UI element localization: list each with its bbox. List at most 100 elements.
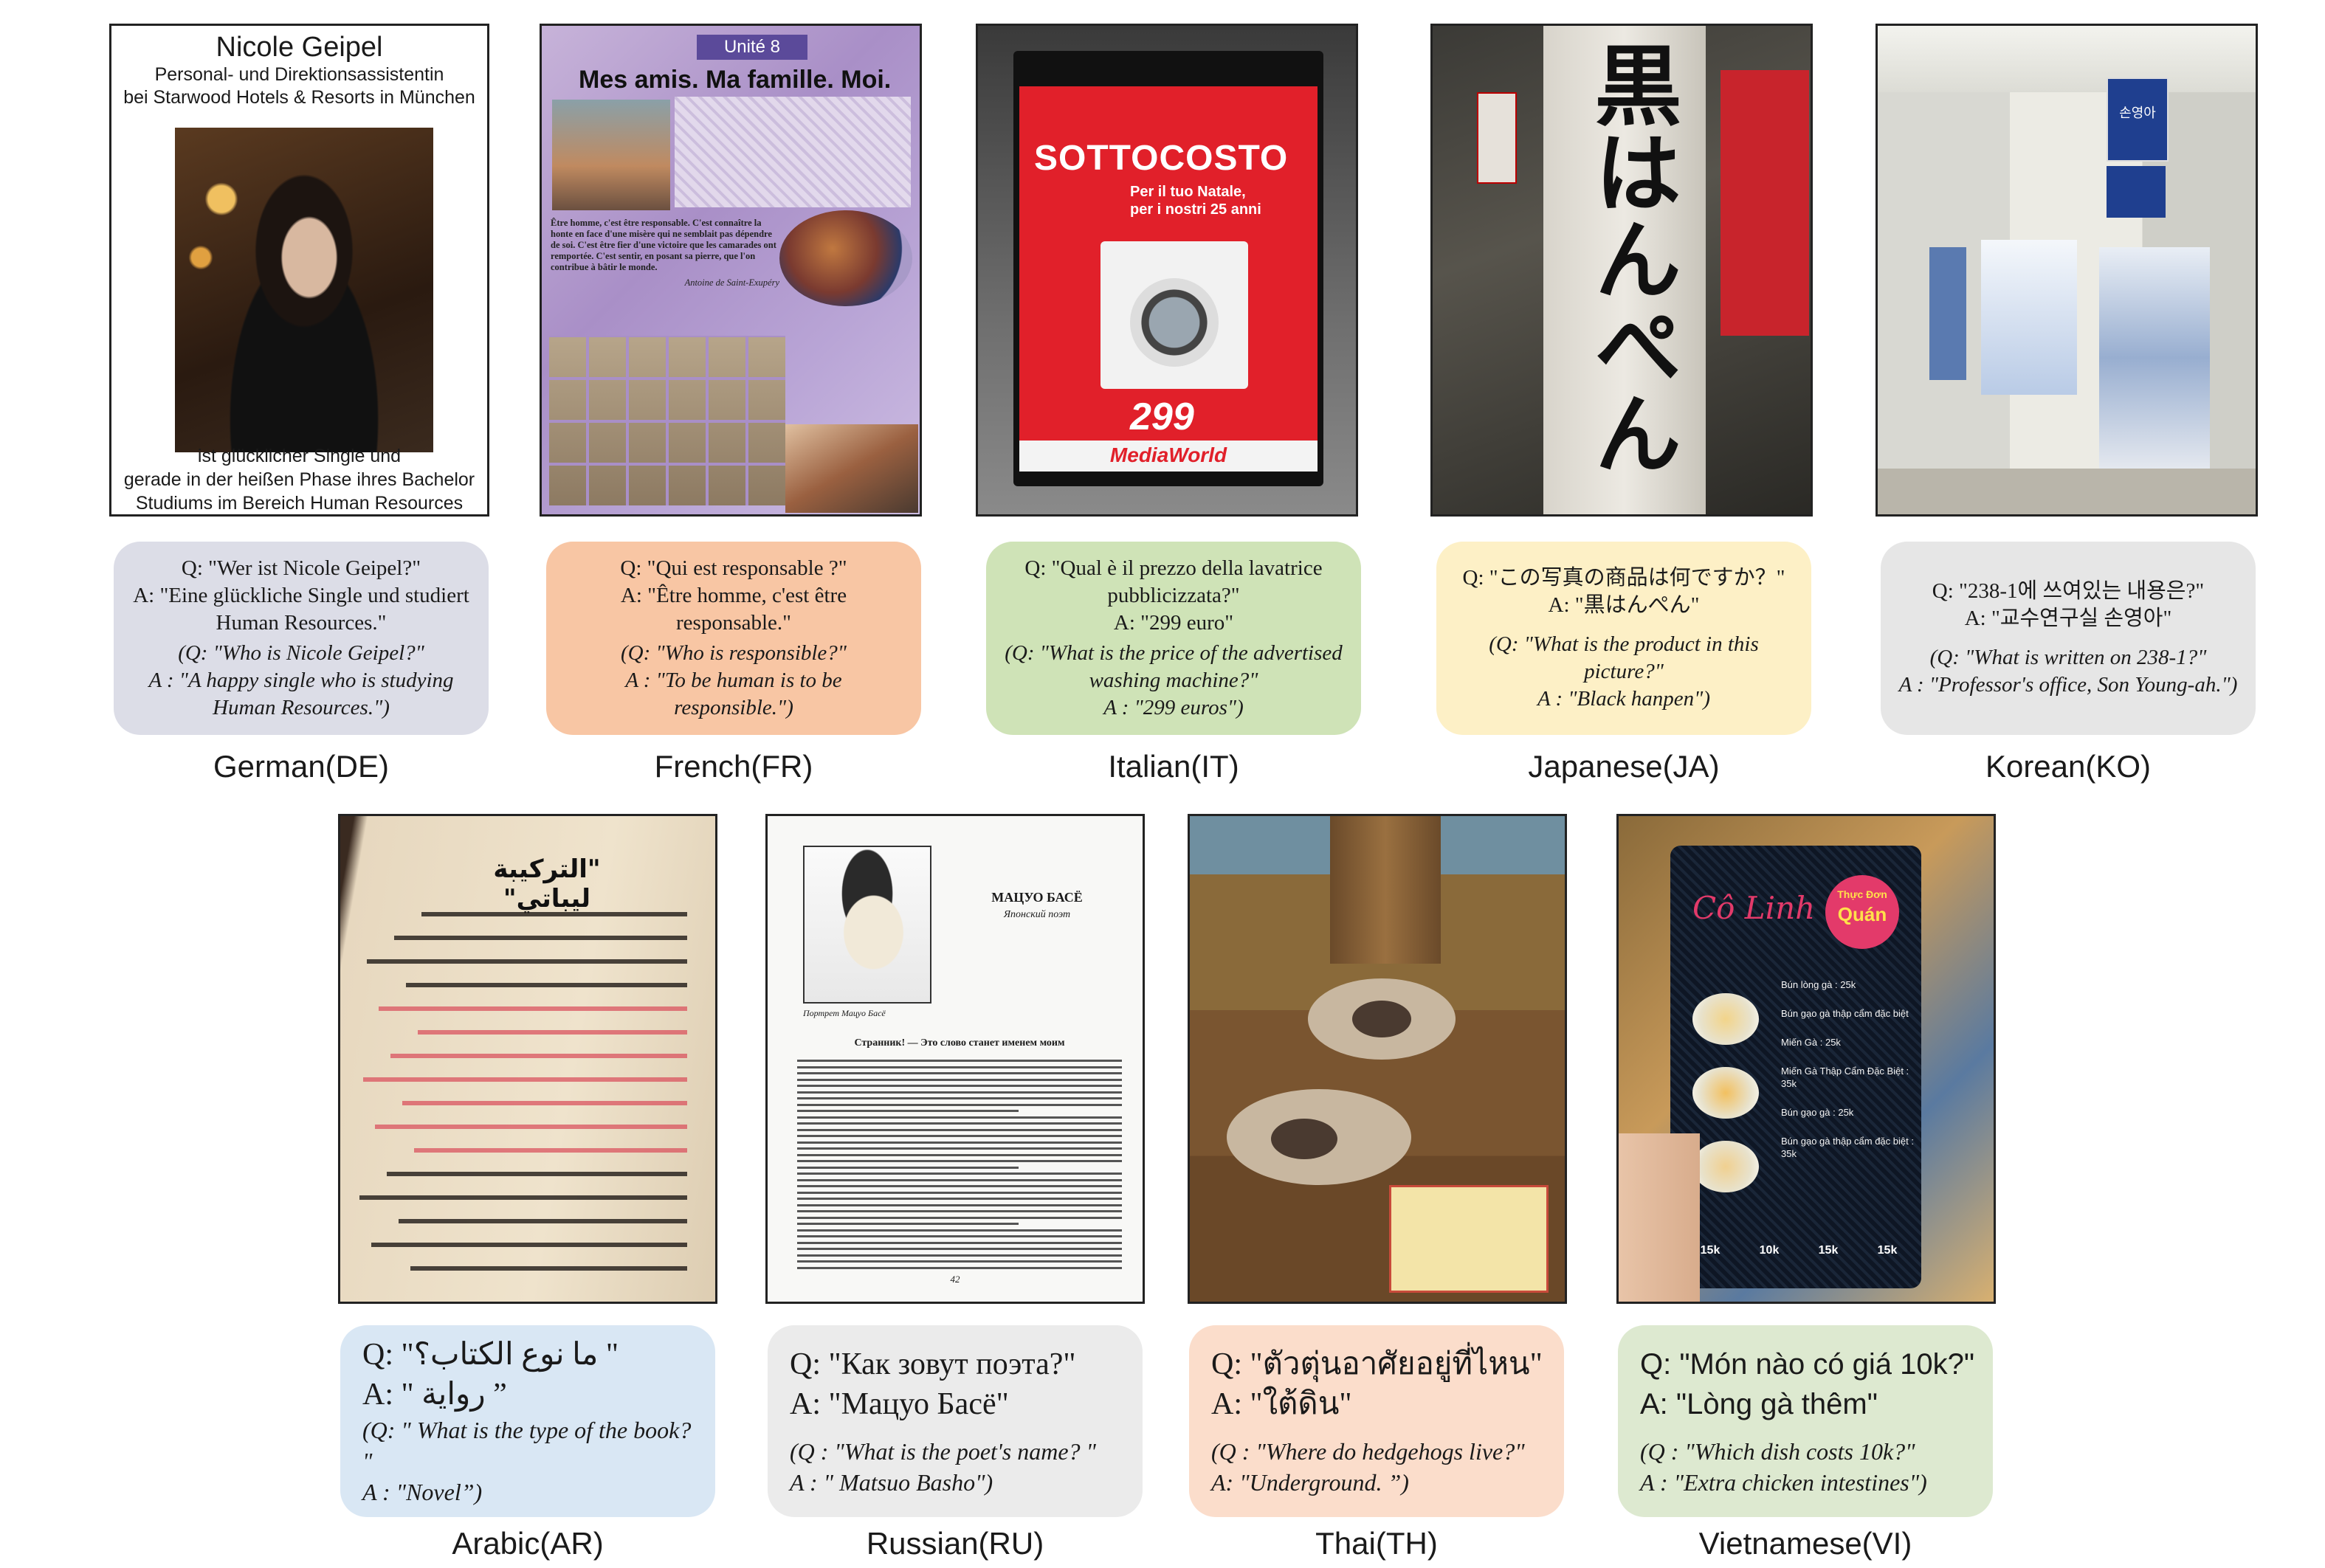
menu-extra-price: 10k [1759, 1244, 1780, 1257]
japanese-banner: 黒はんぺん [1543, 26, 1706, 514]
italian-price: 299 [1130, 396, 1194, 438]
question-ru: Q: "Как зовут поэта?" [790, 1347, 1076, 1381]
text-line [797, 1235, 1122, 1237]
translated-answer-ar: A : "Novel”) [362, 1479, 483, 1505]
text-line [367, 959, 687, 964]
french-image: Unité 8 Mes amis. Ma famille. Moi. Être … [540, 24, 922, 517]
text-line [399, 1219, 687, 1223]
korean-sign: 손영아 [2107, 77, 2169, 162]
text-line [797, 1223, 1019, 1225]
translated-answer-ja: A : "Black hanpen") [1537, 686, 1710, 711]
russian-caption: Портрет Мацуо Басё [803, 1008, 886, 1018]
italian-sub-1: Per il tuo Natale, [1130, 184, 1246, 200]
german-image-name: Nicole Geipel [216, 32, 383, 63]
french-quote-text: Être homme, c'est être responsable. C'es… [551, 218, 776, 272]
language-label-vi: Vietnamese(VI) [1698, 1526, 1912, 1561]
japanese-red-sign [1720, 70, 1809, 336]
answer-ru: A: "Мацуо Басё" [790, 1387, 1009, 1421]
language-label-de: German(DE) [213, 749, 390, 784]
text-line [379, 1006, 687, 1011]
translated-answer-fr: A : "To be human is to be responsible.") [625, 669, 842, 719]
german-image-role-2: bei Starwood Hotels & Resorts in München [123, 87, 475, 108]
text-line [797, 1241, 1122, 1244]
translated-question-fr: (Q: "Who is responsible?" [620, 641, 847, 665]
vietnamese-image: Cô Linh Thực Đơn Quán Bún lòng gà : 25k B… [1616, 814, 1996, 1304]
language-label-ru: Russian(RU) [866, 1526, 1044, 1561]
qa-box-ru: Q: "Как зовут поэта?" A: "Мацуо Басё" (Q… [768, 1325, 1143, 1517]
russian-section: Странник! — Это слово станет именем моим [854, 1037, 1065, 1049]
russian-subtitle: Японский поэт [1003, 909, 1071, 920]
qa-box-ja: Q: "この写真の商品は何ですか？" A: "黒はんぺん" (Q: "What … [1436, 542, 1811, 735]
menu-item: Bún gạo gà thập cẩm đặc biệt [1781, 1008, 1909, 1019]
qa-box-it: Q: "Qual è il prezzo della lavatrice pub… [986, 542, 1361, 735]
italian-screen: SOTTOCOSTO Per il tuo Natale, per i nost… [1013, 51, 1323, 486]
text-line [797, 1135, 1122, 1137]
korean-floor [1878, 469, 2256, 514]
menu-item: Bún gạo gà : 25k [1781, 1107, 1854, 1118]
qa-box-vi: Q: "Món nào có giá 10k?" A: "Lòng gà thê… [1618, 1325, 1993, 1517]
text-line [797, 1254, 1122, 1257]
translated-answer-de: A : "A happy single who is studying Huma… [148, 669, 454, 719]
arabic-image: "التركيبة ليباتي" [338, 814, 717, 1304]
text-line [797, 1229, 1122, 1232]
translated-answer-it: A : "299 euros") [1103, 696, 1244, 719]
text-line [390, 1054, 687, 1058]
french-photo-family-2 [785, 424, 918, 513]
menu-item: Bún lòng gà : 25k [1781, 979, 1856, 990]
text-line [797, 1198, 1122, 1200]
language-label-it: Italian(IT) [1108, 749, 1239, 784]
italian-washing-machine [1100, 241, 1248, 389]
vietnamese-hand [1619, 1133, 1700, 1302]
thai-info-box [1389, 1185, 1549, 1293]
text-line [797, 1153, 1122, 1156]
korean-small-sign [2107, 166, 2166, 218]
qa-box-ar: Q: "ما نوع الكتاب؟ " A: " رواية ” (Q: " … [340, 1325, 715, 1517]
translated-question-ru: (Q : "What is the poet's name? " [790, 1438, 1096, 1465]
translated-question-ar: (Q: " What is the type of the book? " [362, 1417, 692, 1474]
french-photo-grid [549, 336, 785, 505]
answer-fr: A: "Être homme, c'est être responsable." [620, 584, 847, 635]
japanese-image: 黒はんぺん [1430, 24, 1813, 517]
russian-portrait [803, 846, 931, 1004]
menu-item: Miến Gà : 25k [1781, 1037, 1841, 1048]
vietnamese-menu-extras: 15k 10k 15k 15k [1681, 1244, 1917, 1257]
vietnamese-menu-tag: Thực Đơn Quán [1825, 875, 1899, 949]
french-unit-label: Unité 8 [697, 35, 807, 60]
vietnamese-shop-name: Cô Linh [1692, 890, 1816, 926]
language-label-th: Thai(TH) [1315, 1526, 1438, 1561]
thai-mole-1 [1352, 1001, 1411, 1037]
question-vi: Q: "Món nào có giá 10k?" [1640, 1348, 1975, 1381]
korean-ceiling [1878, 26, 2256, 92]
italian-washer-door [1130, 278, 1219, 367]
text-line [797, 1216, 1122, 1219]
japanese-side-sign [1477, 92, 1517, 184]
qa-box-de: Q: "Wer ist Nicole Geipel?" A: "Eine glü… [114, 542, 489, 735]
french-photo-family [552, 100, 670, 210]
language-label-ko: Korean(KO) [1985, 749, 2152, 784]
text-line [418, 1030, 687, 1035]
vietnamese-menu-items: Bún lòng gà : 25k Bún gạo gà thập cẩm đặc… [1781, 978, 1914, 1176]
vietnamese-dish-2 [1692, 1067, 1759, 1119]
question-ar: Q: "ما نوع الكتاب؟ " [362, 1338, 619, 1372]
text-line [797, 1260, 1122, 1263]
text-line [797, 1141, 1122, 1144]
answer-de: A: "Eine glückliche Single und studiert … [133, 584, 469, 635]
text-line [797, 1172, 1122, 1175]
italian-headline: SOTTOCOSTO [1034, 139, 1289, 178]
text-line [797, 1248, 1122, 1250]
italian-sub-2: per i nostri 25 anni [1130, 201, 1261, 218]
vietnamese-menu-tag-top: Thực Đơn [1837, 888, 1887, 900]
menu-extra-price: 15k [1877, 1244, 1898, 1257]
french-page-title: Mes amis. Ma famille. Moi. [579, 66, 892, 94]
translated-answer-th: A: "Underground. ”) [1211, 1469, 1409, 1496]
text-line [797, 1266, 1122, 1269]
answer-vi: A: "Lòng gà thêm" [1640, 1388, 1878, 1420]
text-line [410, 1266, 687, 1271]
answer-ar: A: " رواية ” [362, 1378, 507, 1412]
text-line [421, 912, 687, 916]
translated-question-ja: (Q: "What is the product in this picture… [1489, 632, 1759, 683]
text-line [797, 1116, 1122, 1119]
text-line [797, 1128, 1122, 1131]
italian-brand: MediaWorld [1109, 443, 1227, 466]
question-fr: Q: "Qui est responsable ?" [620, 556, 847, 580]
